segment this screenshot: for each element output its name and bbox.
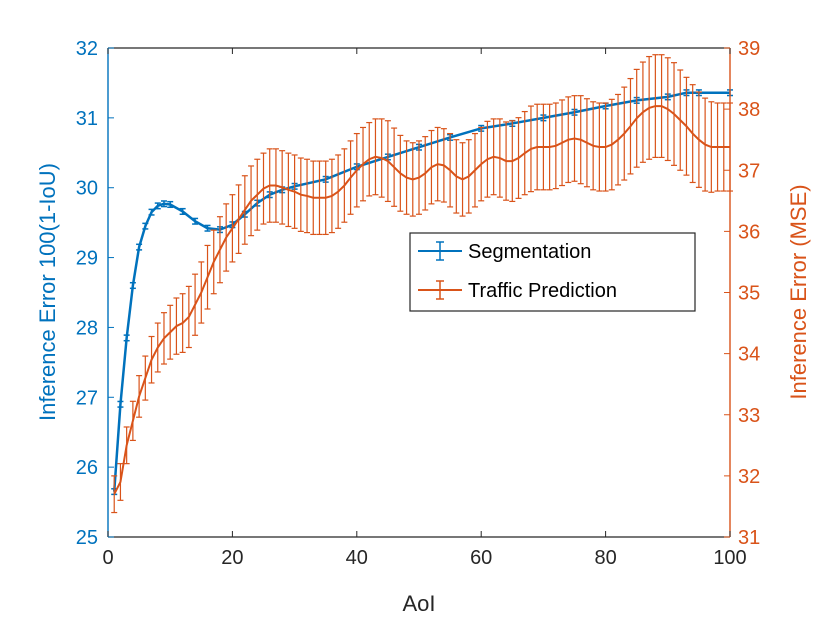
legend: Segmentation Traffic Prediction	[409, 232, 696, 312]
segmentation-errorbar	[148, 208, 155, 216]
y-left-tick-label: 30	[76, 178, 98, 200]
x-tick-label: 60	[470, 547, 492, 569]
y-right-tick-label: 33	[738, 405, 760, 427]
y-right-tick-label: 34	[738, 344, 760, 366]
x-tick-label: 0	[102, 547, 113, 569]
y-right-tick-label: 35	[738, 283, 760, 305]
y-right-tick-label: 32	[738, 466, 760, 488]
segmentation-errorbar	[136, 243, 143, 251]
x-tick-label: 40	[346, 547, 368, 569]
segmentation-errorbar	[167, 200, 174, 209]
x-tick-label: 20	[221, 547, 243, 569]
y-left-tick-label: 25	[76, 527, 98, 549]
traffic-prediction-line	[113, 105, 730, 495]
y-left-tick-label: 26	[76, 457, 98, 479]
legend-segmentation-label: Segmentation	[468, 241, 591, 263]
y-right-tick-label: 37	[738, 160, 760, 182]
segmentation-errorbar	[129, 281, 136, 290]
segmentation-errorbar	[179, 207, 186, 216]
segmentation-errorbar	[154, 202, 161, 210]
y-right-tick-label: 31	[738, 527, 760, 549]
tick-labels: 0 20 40 60 80 100 25 26 27 28 29 30 31 32 31 32 33 34 35 36…	[76, 38, 761, 569]
y-left-tick-label: 32	[76, 38, 98, 60]
y-right-tick-label: 36	[738, 221, 760, 243]
y-left-tick-label: 31	[76, 108, 98, 130]
y-right-tick-label: 38	[738, 99, 760, 121]
segmentation-errorbar	[192, 217, 199, 225]
y-axis-right-label: Inference Error (MSE)	[786, 184, 811, 399]
y-axis-left-label: Inference Error 100(1-IoU)	[35, 163, 60, 421]
y-left-tick-label: 27	[76, 387, 98, 409]
segmentation-errorbar	[123, 334, 130, 342]
traffic-prediction-series	[111, 54, 733, 514]
x-tick-label: 100	[713, 547, 746, 569]
axes	[107, 47, 731, 538]
y-left-tick-label: 28	[76, 317, 98, 339]
legend-box	[409, 232, 696, 312]
segmentation-errorbar	[142, 222, 149, 230]
x-axis-label: AoI	[402, 591, 435, 616]
y-left-tick-label: 29	[76, 248, 98, 270]
y-right-tick-label: 39	[738, 38, 760, 60]
segmentation-errorbar	[117, 400, 124, 408]
segmentation-errorbar	[204, 224, 211, 232]
legend-traffic-prediction-marker	[418, 280, 462, 300]
segmentation-errorbar	[160, 200, 167, 208]
x-tick-label: 80	[594, 547, 616, 569]
legend-traffic-prediction-label: Traffic Prediction	[468, 280, 617, 302]
legend-segmentation-marker	[418, 241, 462, 261]
